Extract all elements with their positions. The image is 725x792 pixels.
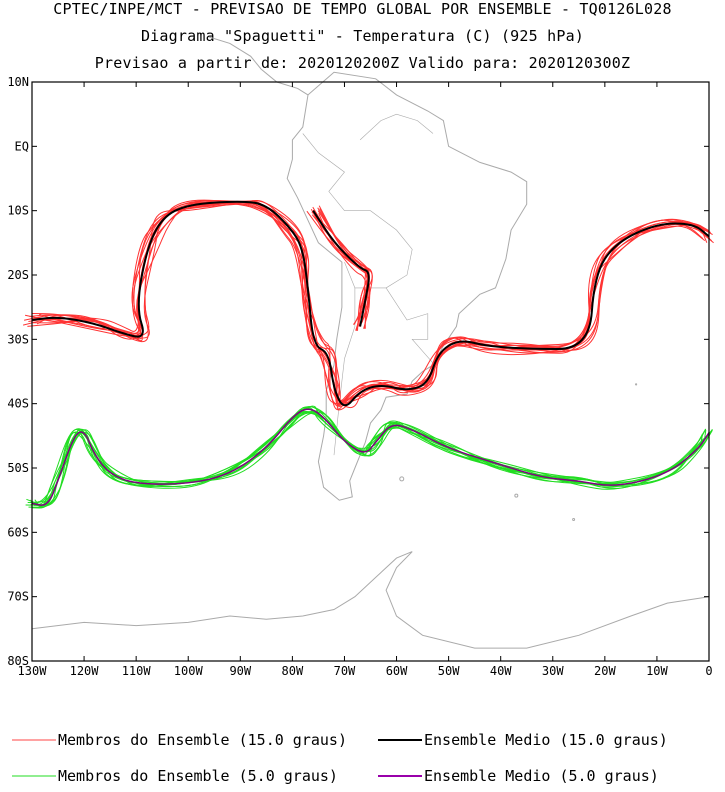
title-line-2: Diagrama "Spaguetti" - Temperatura (C) (… <box>140 27 585 45</box>
warm-member-contour <box>22 199 713 407</box>
antarctica-coastline <box>31 551 710 649</box>
country-border <box>359 113 434 141</box>
lon-tick-label: 30W <box>542 664 564 678</box>
country-border <box>302 133 345 211</box>
central-america-coastline <box>208 36 309 96</box>
legend: Membros do Ensemble (15.0 graus) Ensemble… <box>12 731 668 785</box>
lon-tick-label: 10W <box>646 664 668 678</box>
cold-member-contour <box>30 410 703 506</box>
lon-tick-label: 80W <box>282 664 304 678</box>
lat-tick-label: 40S <box>7 397 29 411</box>
lon-tick-label: 40W <box>490 664 512 678</box>
lat-tick-label: 80S <box>7 654 29 668</box>
country-border <box>385 287 434 364</box>
cold-member-contour <box>29 406 710 508</box>
lat-tick-label: 50S <box>7 461 29 475</box>
title-line-1: CPTEC/INPE/MCT - PREVISAO DE TEMPO GLOBA… <box>53 0 672 18</box>
country-border <box>344 210 413 289</box>
warm-member-contour <box>27 201 713 406</box>
warm-member-contour <box>306 210 368 331</box>
warm-mean-contour <box>31 200 710 407</box>
lon-tick-label: 130W <box>18 664 48 678</box>
legend-label: Membros do Ensemble (15.0 graus) <box>58 731 347 749</box>
warm-member-contour <box>318 205 373 329</box>
lat-tick-label: 30S <box>7 332 29 346</box>
cold-member-contour <box>31 407 707 509</box>
cold-mean-contour <box>31 408 710 506</box>
south-america-coastline <box>286 71 528 501</box>
map-frame <box>31 81 710 662</box>
legend-label: Membros do Ensemble (5.0 graus) <box>58 767 338 785</box>
lon-tick-label: 20W <box>594 664 616 678</box>
lon-tick-label: 50W <box>438 664 460 678</box>
title-line-3: Previsao a partir de: 2020120200Z Valido… <box>94 54 631 72</box>
lat-tick-label: EQ <box>15 139 29 153</box>
warm-member-contour <box>312 209 368 323</box>
coastlines <box>31 36 710 649</box>
ensemble-members <box>22 199 714 509</box>
island-outline <box>572 517 576 521</box>
ensemble-means <box>31 200 710 506</box>
warm-member-contour <box>36 203 711 410</box>
lon-tick-label: 110W <box>122 664 152 678</box>
island-outline <box>514 493 519 498</box>
lat-tick-label: 10S <box>7 204 29 218</box>
lon-tick-label: 70W <box>334 664 356 678</box>
axis-ticks: 130W 120W 110W 100W 90W 80W 70W 60W 50W 40W 30W 20W… <box>7 75 712 678</box>
lon-tick-label: 0 <box>705 664 712 678</box>
lat-tick-label: 20S <box>7 268 29 282</box>
cold-member-contour <box>36 412 707 509</box>
lat-tick-label: 60S <box>7 525 29 539</box>
island-outline <box>399 476 405 482</box>
legend-label: Ensemble Medio (5.0 graus) <box>424 767 659 785</box>
country-border <box>333 287 356 456</box>
lon-tick-label: 60W <box>386 664 408 678</box>
legend-label: Ensemble Medio (15.0 graus) <box>424 731 668 749</box>
lon-tick-label: 120W <box>70 664 100 678</box>
cold-member-contour <box>28 412 707 508</box>
lat-tick-label: 10N <box>7 75 29 89</box>
lon-tick-label: 90W <box>229 664 251 678</box>
lon-tick-label: 100W <box>174 664 204 678</box>
cold-member-contour <box>34 411 710 507</box>
warm-mean-contour <box>312 210 370 327</box>
cold-member-contour <box>26 411 710 507</box>
lat-tick-label: 70S <box>7 590 29 604</box>
island-outline <box>634 383 638 386</box>
